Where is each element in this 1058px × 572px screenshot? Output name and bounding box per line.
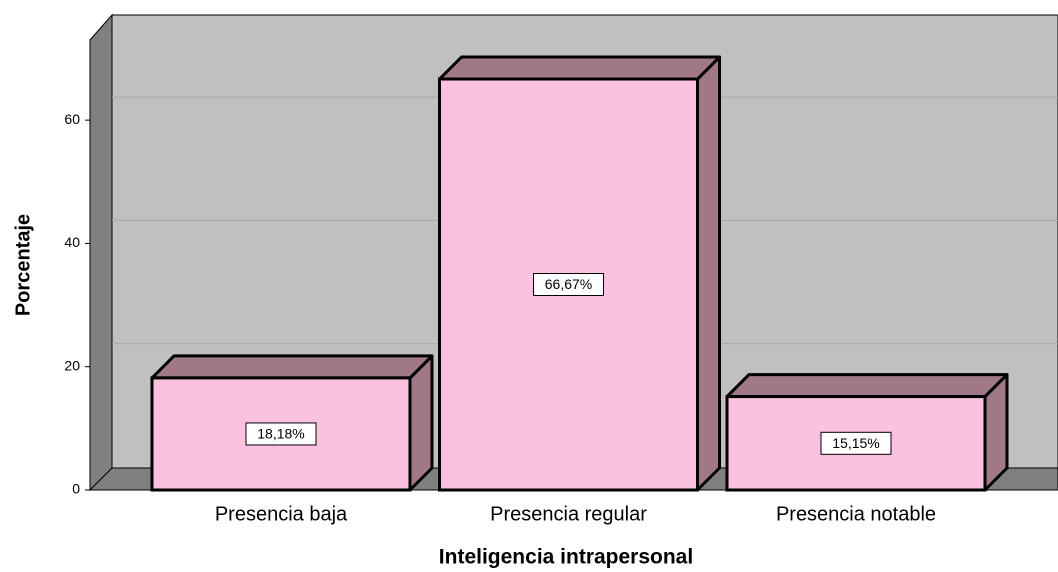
- y-axis-title: Porcentaje: [12, 214, 34, 316]
- y-tick-label: 0: [72, 481, 80, 497]
- y-tick-label: 60: [64, 111, 80, 127]
- bar-side: [696, 55, 721, 492]
- value-label-box: [245, 422, 317, 446]
- bar: [725, 395, 987, 492]
- bar-top: [150, 354, 434, 380]
- y-tick-label: 20: [64, 357, 80, 373]
- x-axis-title: Inteligencia intrapersonal: [439, 546, 693, 569]
- value-label: 66,67%: [545, 276, 592, 292]
- value-label-box: [820, 431, 892, 455]
- side-wall: [89, 13, 113, 492]
- value-label: 15,15%: [832, 435, 879, 451]
- y-tick-label: 40: [64, 234, 80, 250]
- value-label-box: [533, 273, 604, 297]
- x-tick-label: Presencia notable: [776, 503, 936, 525]
- x-tick-label: Presencia regular: [490, 503, 647, 525]
- x-tick-label: Presencia baja: [215, 503, 348, 525]
- bar-top: [438, 55, 721, 81]
- value-label: 18,18%: [257, 426, 304, 442]
- bar-top: [725, 373, 1009, 399]
